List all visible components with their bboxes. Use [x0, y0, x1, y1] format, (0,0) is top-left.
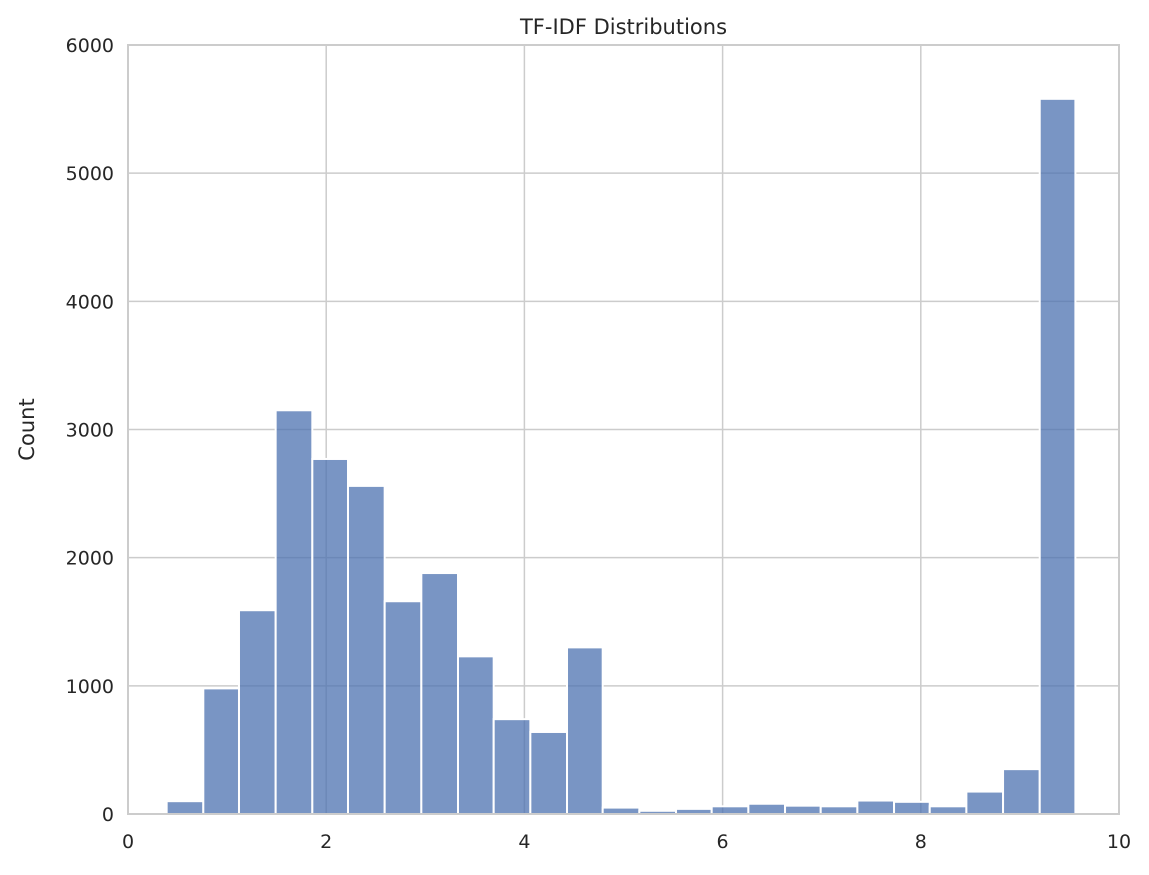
histogram-bar [856, 799, 896, 815]
histogram-bar [819, 805, 859, 815]
plot-frame [127, 44, 1120, 815]
histogram-bar [566, 646, 604, 816]
y-tick-label: 4000 [66, 291, 114, 313]
histogram-bar [457, 655, 495, 815]
histogram-bar [420, 572, 460, 816]
histogram-bar [492, 718, 532, 816]
y-tick-label: 0 [102, 804, 114, 826]
x-tick-label: 2 [320, 831, 332, 853]
histogram-bar [1038, 97, 1077, 815]
y-tick-label: 5000 [66, 163, 114, 185]
histogram-bar [784, 804, 822, 816]
x-tick-label: 6 [717, 831, 729, 853]
histogram-bar [1002, 768, 1041, 815]
histogram-bar [928, 805, 968, 815]
histogram-bar [747, 802, 787, 815]
histogram-bar [237, 609, 277, 816]
y-tick-label: 1000 [66, 676, 114, 698]
histogram-bar [347, 484, 386, 815]
histogram-bar [274, 409, 314, 815]
histogram-bar [165, 800, 205, 816]
histogram-bar [202, 687, 240, 815]
x-tick-label: 10 [1107, 831, 1131, 853]
x-tick-labels: 0 2 4 6 8 10 [122, 831, 1131, 853]
y-tick-label: 6000 [66, 35, 114, 57]
histogram-bar [529, 730, 569, 815]
histogram-bar [383, 600, 423, 816]
x-tick-label: 4 [518, 831, 530, 853]
histogram-bar [893, 800, 931, 815]
histogram-bars [165, 97, 1077, 816]
x-tick-label: 8 [915, 831, 927, 853]
y-tick-labels: 0 1000 2000 3000 4000 5000 6000 [66, 35, 114, 826]
y-tick-label: 3000 [66, 420, 114, 442]
y-tick-label: 2000 [66, 548, 114, 570]
chart-title: TF-IDF Distributions [519, 15, 727, 39]
histogram-bar [311, 457, 350, 815]
x-tick-label: 0 [122, 831, 134, 853]
histogram-bar [965, 790, 1005, 816]
histogram-bar [710, 805, 750, 815]
y-axis-label: Count [15, 398, 39, 460]
